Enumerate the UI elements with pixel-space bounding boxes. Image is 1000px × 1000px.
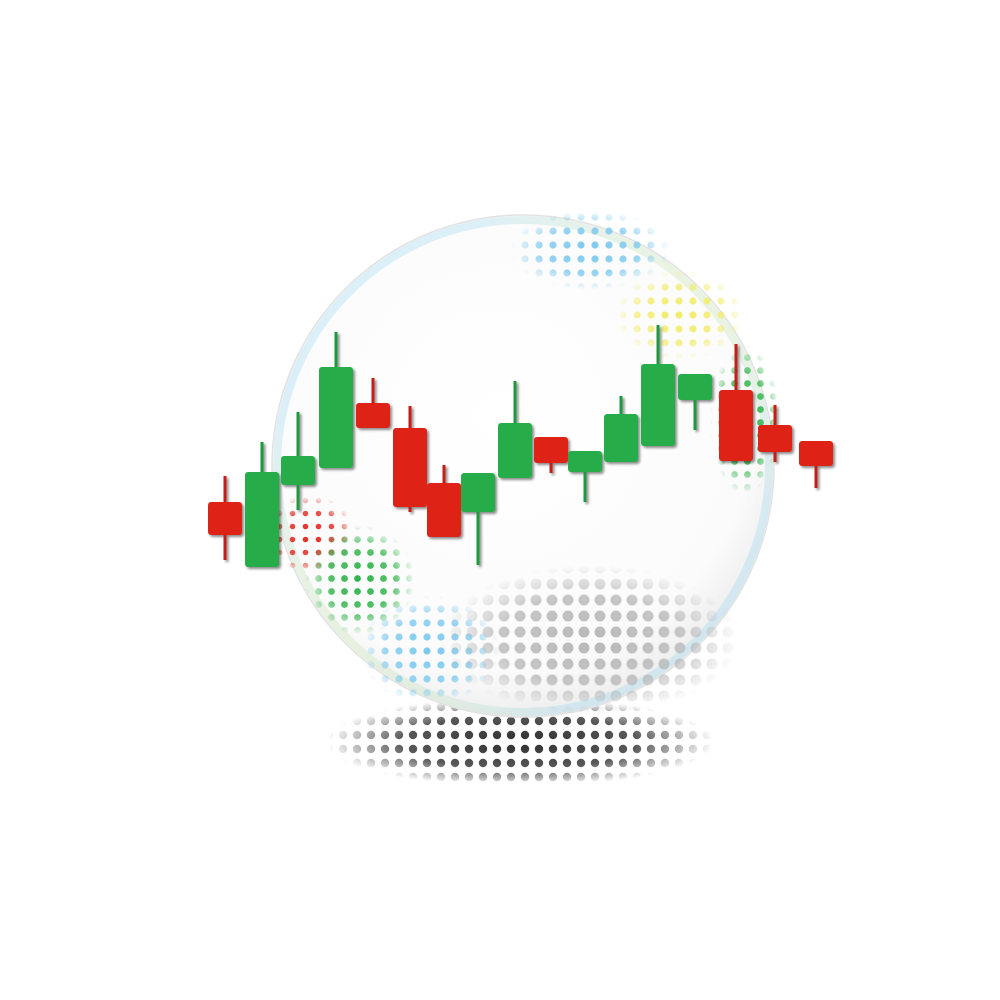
green-bodies [245, 364, 712, 567]
red-bodies [208, 390, 833, 537]
candlesticks [208, 325, 833, 567]
halftone-grey [430, 560, 750, 720]
